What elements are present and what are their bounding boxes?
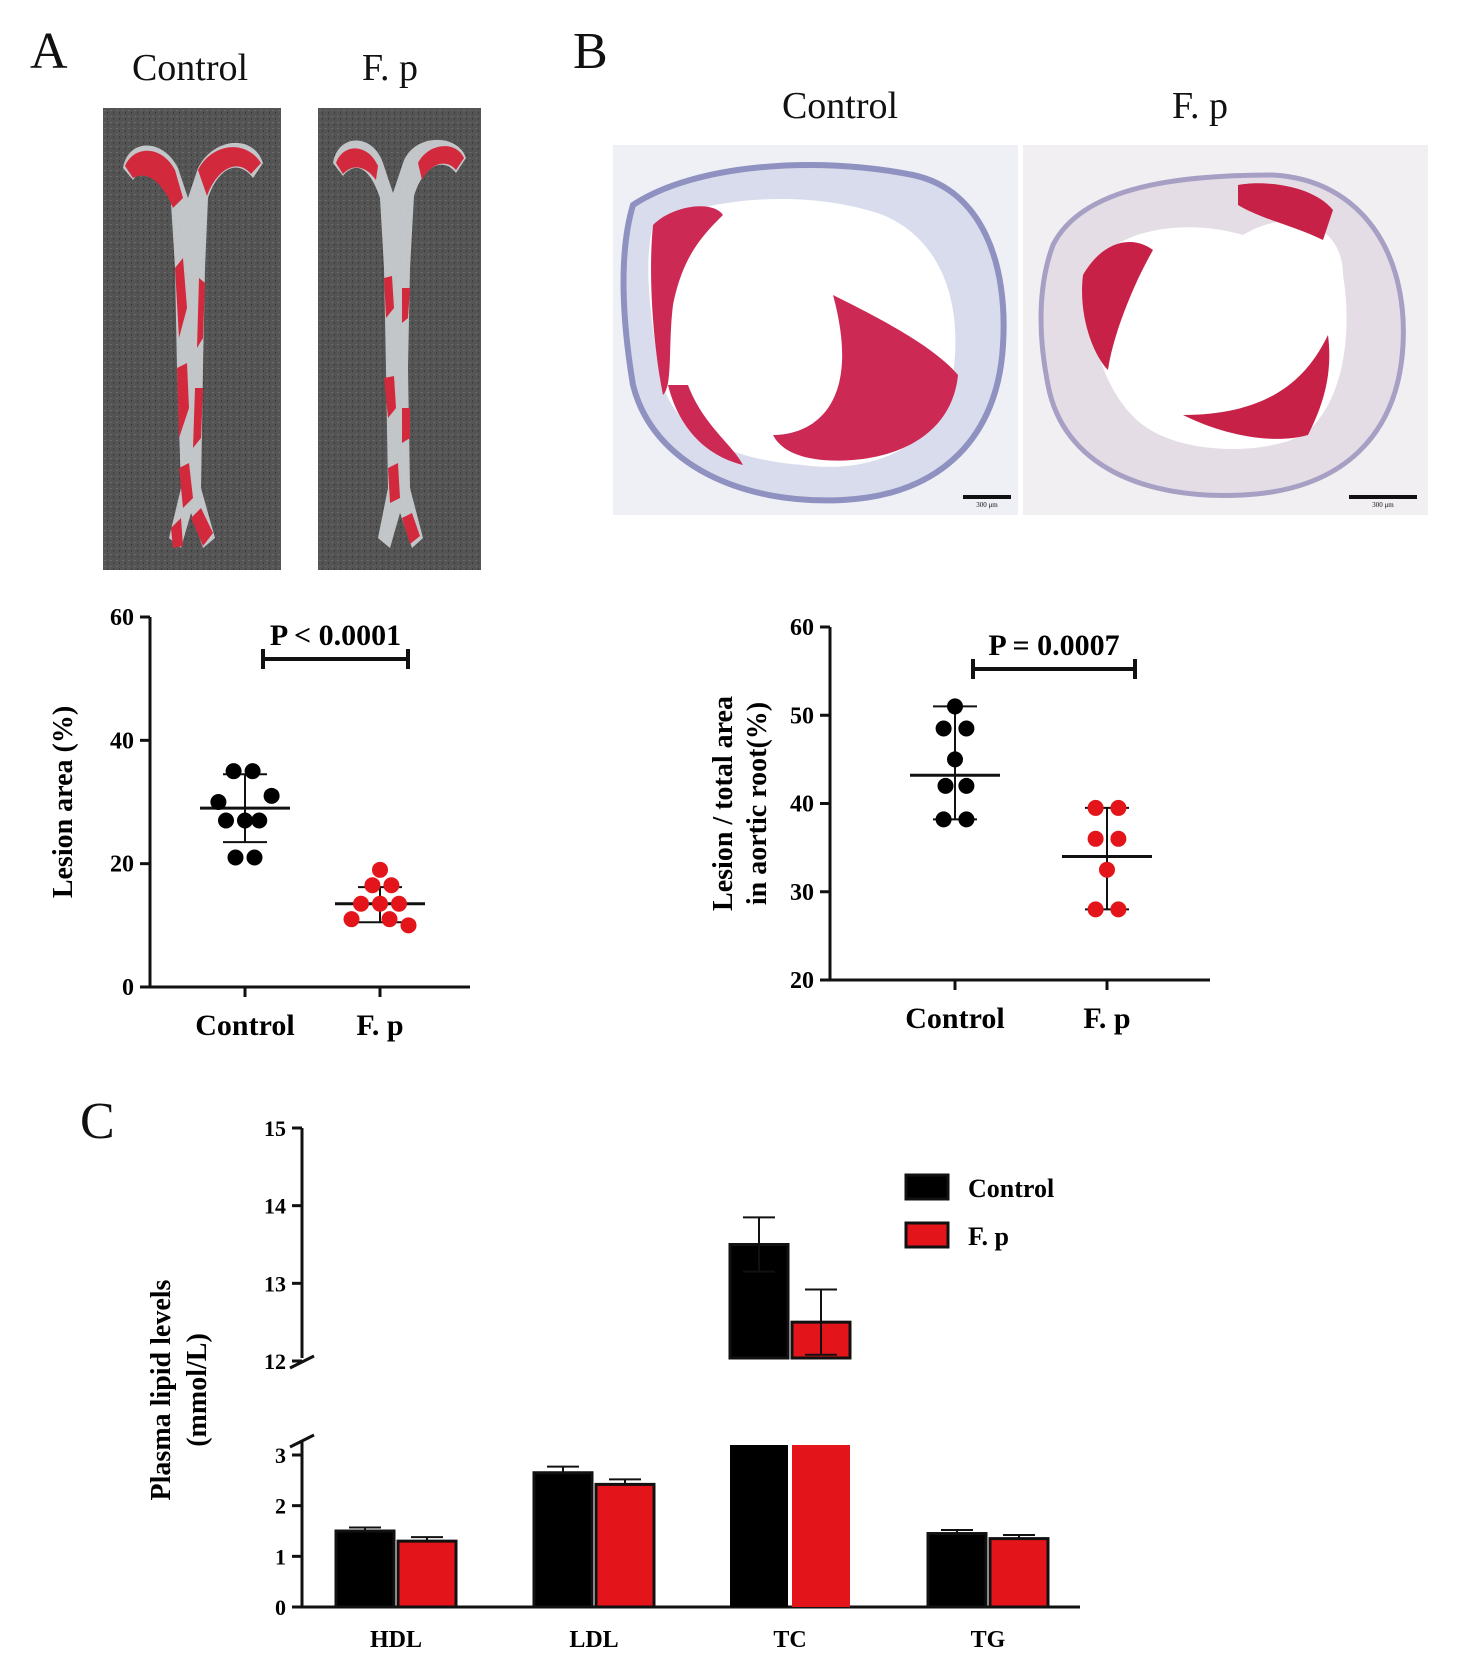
data-point (1087, 799, 1104, 816)
panel-a-control-label: Control (131, 47, 249, 89)
y-axis-label: Lesion area (%) (48, 706, 79, 898)
data-point (244, 763, 261, 780)
x-tick-label: Control (905, 1002, 1004, 1035)
data-point (935, 720, 952, 737)
y-tick-label: 20 (110, 852, 134, 878)
scale-bar-fp (1349, 495, 1417, 499)
y-tick-label: 50 (790, 703, 814, 729)
data-point (958, 777, 975, 794)
data-point (1110, 799, 1127, 816)
x-tick-label: TC (773, 1627, 806, 1653)
data-point (218, 812, 234, 829)
y-tick-label: 0 (122, 975, 134, 1001)
scale-bar-fp-text: 300 μm (1372, 501, 1394, 509)
y-tick-label: 13 (264, 1271, 286, 1296)
x-tick-label: F. p (356, 1009, 403, 1042)
data-point (383, 877, 400, 894)
y-tick-label: 1 (275, 1544, 286, 1569)
panel-b-letter: B (573, 23, 608, 80)
data-point (237, 812, 253, 829)
data-point (225, 763, 242, 780)
y-tick-label: 15 (264, 1120, 286, 1141)
x-tick-label: F. p (1083, 1002, 1130, 1035)
aorta-fp-image (318, 108, 481, 570)
aortic-root-fp-image: 300 μm (1023, 145, 1428, 515)
legend-swatch (904, 1173, 950, 1201)
data-point (935, 811, 952, 828)
panel-a-letter: A (30, 23, 68, 80)
x-tick-label: LDL (569, 1627, 618, 1653)
data-point (251, 812, 268, 829)
legend-swatch (904, 1221, 950, 1249)
panel-c-letter: C (80, 1093, 115, 1150)
y-tick-label: 14 (264, 1194, 286, 1219)
y-axis-label: (mmol/L) (182, 1333, 213, 1447)
y-axis-label: Lesion / total area (708, 696, 739, 911)
y-axis-label: Plasma lipid levels (146, 1279, 177, 1500)
y-axis-label: in aortic root(%) (742, 702, 773, 905)
bar (532, 1471, 594, 1609)
significance-label: P < 0.0001 (270, 619, 401, 652)
data-point (210, 794, 227, 810)
data-point (958, 720, 975, 737)
data-point (1110, 830, 1127, 847)
bar-lower (792, 1445, 850, 1607)
aortic-root-control-image: 300 μm (613, 145, 1018, 515)
x-tick-label: HDL (370, 1627, 422, 1653)
scale-bar (963, 495, 1011, 499)
y-tick-label: 40 (790, 792, 814, 818)
y-tick-label: 60 (110, 605, 134, 631)
data-point (400, 917, 417, 934)
legend-label: Control (968, 1174, 1054, 1203)
data-point (227, 849, 244, 866)
panel-b-control-label: Control (781, 85, 899, 127)
bar (988, 1537, 1050, 1609)
data-point (958, 811, 975, 828)
y-tick-label: 40 (110, 728, 134, 754)
x-tick-label: Control (195, 1009, 294, 1042)
panel-b-fp-label: F. p (1171, 85, 1229, 127)
data-point (1087, 901, 1104, 918)
data-point (343, 911, 360, 928)
data-point (353, 895, 369, 912)
data-point (372, 861, 388, 878)
panel-a-fp-label: F. p (361, 47, 419, 89)
bar (594, 1482, 656, 1609)
scale-bar-text: 300 μm (976, 501, 998, 509)
data-point (364, 877, 381, 894)
bar (926, 1532, 988, 1609)
legend-label: F. p (968, 1222, 1009, 1251)
data-point (1099, 861, 1115, 878)
data-point (937, 777, 954, 794)
bar-lower (730, 1445, 788, 1607)
aorta-control-image (103, 108, 281, 570)
chart-b-lesion-root: 20 30 40 50 60 Control F. p Lesion / total area… (708, 615, 1210, 1035)
y-tick-label: 30 (790, 880, 814, 906)
y-tick-label: 0 (275, 1595, 286, 1620)
data-point (1087, 830, 1104, 847)
y-tick-label: 2 (275, 1494, 286, 1519)
data-point (263, 787, 280, 804)
bar (396, 1539, 458, 1609)
significance-label: P = 0.0007 (988, 629, 1119, 662)
data-point (391, 895, 407, 912)
data-point (947, 751, 963, 768)
bar (334, 1529, 396, 1609)
y-tick-label: 60 (790, 615, 814, 641)
x-tick-label: TG (971, 1627, 1006, 1653)
axis-break-mark (289, 1433, 315, 1449)
chart-a-lesion-area: 0 20 40 60 Control F. p Lesion area (%) P < 0.0… (48, 605, 470, 1042)
data-point (372, 895, 388, 912)
y-tick-label: 3 (275, 1443, 286, 1468)
y-tick-label: 12 (264, 1349, 286, 1374)
data-point (381, 911, 398, 928)
data-point (246, 849, 263, 866)
y-tick-label: 20 (790, 968, 814, 994)
data-point (947, 698, 963, 715)
data-point (1110, 901, 1127, 918)
